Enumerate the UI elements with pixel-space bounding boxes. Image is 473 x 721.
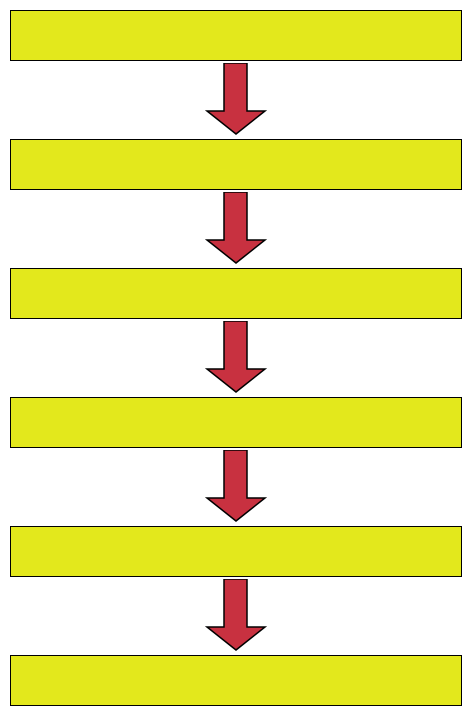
flow-step-3 xyxy=(10,268,462,319)
down-arrow-icon xyxy=(205,450,267,522)
down-arrow-icon xyxy=(205,63,267,135)
flow-step-6 xyxy=(10,655,462,706)
flow-step-2 xyxy=(10,139,462,190)
down-arrow-icon xyxy=(205,192,267,264)
flow-step-4 xyxy=(10,397,462,448)
down-arrow-icon xyxy=(205,579,267,651)
down-arrow-icon xyxy=(205,321,267,393)
flow-step-1 xyxy=(10,10,462,61)
flow-step-5 xyxy=(10,526,462,577)
